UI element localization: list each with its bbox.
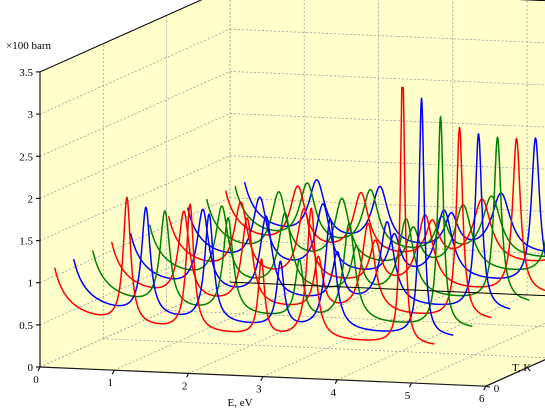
x-tick-mark [408,382,413,388]
z-tick-label: 3.5 [19,67,33,79]
series-curve [244,179,545,252]
grid-line-z-side [39,71,231,157]
grid-line-z-side [39,28,231,115]
grid-line-e-floor [337,294,528,381]
x-tick-label: 4 [330,387,336,399]
grid-line-z-side [39,113,231,199]
z-unit-label: ×100 barn [6,40,51,52]
chart-axes [36,0,545,391]
grid-line-z-side [39,239,231,326]
x-tick-mark [186,373,190,378]
grid-line-e-floor [262,291,453,377]
series-curve [73,97,454,336]
x-tick-mark [111,369,115,375]
y-tick-label: 0 [494,383,500,395]
chart-tick-labels: 0123456010002000300000.511.522.533.5 [19,67,500,405]
frame-top-side [39,0,203,73]
grid-line-z-side [39,155,231,241]
frame-back-floor [229,281,545,297]
x-tick-label: 0 [33,374,39,386]
grid-line-z-side [39,281,231,368]
side-pane [40,0,230,367]
x-tick-label: 1 [108,377,114,389]
y-axis-line [485,359,545,387]
z-tick-label: 2 [28,193,34,205]
x-tick-mark [483,385,487,391]
x-tick-label: 6 [479,393,485,405]
y-axis-label: T, K [512,362,531,374]
grid-line-z-side [39,197,231,284]
z-tick-label: 3 [28,109,34,121]
x-tick-mark [37,366,41,372]
x-tick-label: 5 [405,390,411,402]
chart-curves [54,86,545,345]
z-tick-label: 1.5 [19,236,33,248]
y-tick-mark [485,385,490,388]
x-axis-label: E, eV [227,397,252,409]
series-curve [206,191,545,271]
grid-line-e-floor [411,322,545,384]
floor-pane [40,282,545,387]
z-tick-label: 0 [28,362,34,374]
x-tick-label: 2 [182,380,188,392]
x-tick-mark [334,379,338,385]
x-tick-label: 3 [256,384,262,396]
x-tick-mark [260,376,264,381]
back-pane [229,0,545,296]
z-tick-label: 0.5 [19,320,33,332]
z-tick-label: 1 [28,278,34,290]
grid-line-e-floor [114,284,305,371]
series-curve [54,86,435,345]
z-tick-label: 2.5 [19,151,33,163]
series-curve [234,182,545,258]
